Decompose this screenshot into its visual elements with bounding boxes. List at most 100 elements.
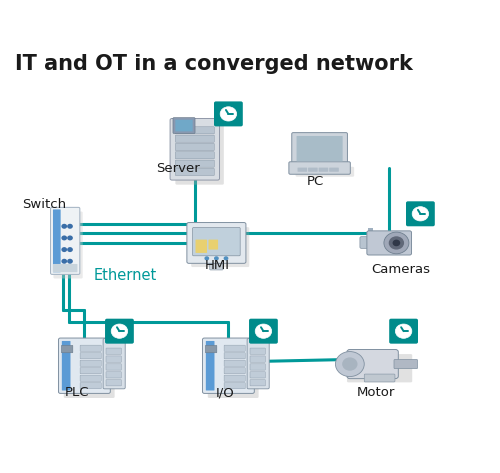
FancyBboxPatch shape (54, 211, 82, 279)
FancyBboxPatch shape (296, 167, 354, 177)
FancyBboxPatch shape (298, 167, 307, 172)
FancyBboxPatch shape (53, 264, 78, 272)
FancyBboxPatch shape (80, 375, 101, 381)
FancyBboxPatch shape (308, 167, 318, 172)
FancyBboxPatch shape (106, 364, 122, 370)
FancyBboxPatch shape (389, 319, 418, 344)
FancyBboxPatch shape (250, 356, 266, 362)
FancyBboxPatch shape (105, 319, 134, 344)
Circle shape (204, 256, 209, 261)
FancyBboxPatch shape (364, 374, 395, 382)
FancyBboxPatch shape (224, 375, 245, 381)
Circle shape (67, 247, 73, 252)
FancyBboxPatch shape (80, 352, 101, 359)
FancyBboxPatch shape (176, 135, 214, 142)
Circle shape (384, 232, 409, 254)
Circle shape (214, 256, 219, 261)
Circle shape (111, 324, 128, 338)
Text: Server: Server (156, 162, 200, 175)
Text: Switch: Switch (22, 198, 66, 210)
FancyBboxPatch shape (176, 143, 214, 150)
FancyBboxPatch shape (202, 338, 254, 394)
FancyBboxPatch shape (106, 348, 122, 354)
Bar (368, 228, 373, 239)
FancyBboxPatch shape (196, 240, 207, 253)
FancyBboxPatch shape (80, 360, 101, 367)
Text: Ethernet: Ethernet (94, 268, 157, 283)
FancyBboxPatch shape (296, 136, 343, 161)
Text: IT and OT in a converged network: IT and OT in a converged network (15, 53, 412, 73)
FancyBboxPatch shape (214, 101, 243, 126)
FancyBboxPatch shape (206, 345, 217, 353)
Circle shape (392, 240, 400, 246)
FancyBboxPatch shape (394, 359, 417, 368)
Circle shape (220, 107, 236, 121)
FancyBboxPatch shape (250, 364, 266, 370)
FancyBboxPatch shape (176, 120, 192, 131)
Circle shape (412, 207, 428, 221)
FancyBboxPatch shape (292, 132, 348, 165)
Circle shape (67, 259, 73, 264)
FancyBboxPatch shape (250, 348, 266, 354)
FancyBboxPatch shape (318, 167, 328, 172)
Circle shape (62, 247, 67, 252)
FancyBboxPatch shape (329, 167, 339, 172)
FancyBboxPatch shape (347, 350, 399, 378)
FancyBboxPatch shape (289, 162, 350, 174)
Circle shape (255, 324, 272, 338)
FancyBboxPatch shape (176, 160, 214, 167)
FancyBboxPatch shape (224, 368, 245, 374)
FancyBboxPatch shape (50, 207, 80, 274)
FancyBboxPatch shape (170, 118, 220, 180)
FancyBboxPatch shape (224, 352, 245, 359)
FancyBboxPatch shape (176, 127, 214, 134)
FancyBboxPatch shape (406, 201, 435, 226)
Text: HMI: HMI (204, 259, 230, 272)
Circle shape (388, 236, 404, 250)
Circle shape (342, 358, 357, 371)
FancyBboxPatch shape (249, 319, 278, 344)
FancyBboxPatch shape (208, 240, 218, 250)
FancyBboxPatch shape (80, 345, 101, 351)
FancyBboxPatch shape (206, 341, 214, 391)
FancyBboxPatch shape (176, 168, 214, 175)
FancyBboxPatch shape (250, 380, 266, 386)
FancyBboxPatch shape (224, 383, 245, 389)
FancyBboxPatch shape (106, 356, 122, 362)
Text: Motor: Motor (356, 386, 395, 399)
Circle shape (396, 324, 412, 338)
FancyBboxPatch shape (106, 372, 122, 378)
Text: PLC: PLC (65, 386, 90, 399)
Circle shape (67, 224, 73, 229)
FancyBboxPatch shape (224, 345, 245, 351)
Circle shape (224, 256, 228, 261)
FancyBboxPatch shape (58, 338, 110, 394)
FancyBboxPatch shape (347, 354, 412, 382)
FancyBboxPatch shape (224, 360, 245, 367)
FancyBboxPatch shape (367, 231, 412, 255)
FancyBboxPatch shape (173, 118, 195, 133)
Circle shape (67, 236, 73, 240)
Circle shape (62, 224, 67, 229)
Circle shape (62, 259, 67, 264)
FancyBboxPatch shape (62, 345, 73, 353)
FancyBboxPatch shape (360, 236, 374, 248)
FancyBboxPatch shape (53, 210, 60, 272)
FancyBboxPatch shape (106, 380, 122, 386)
FancyBboxPatch shape (191, 227, 250, 267)
Text: I/O: I/O (216, 386, 234, 399)
FancyBboxPatch shape (176, 124, 224, 184)
FancyBboxPatch shape (210, 260, 223, 270)
FancyBboxPatch shape (208, 343, 258, 398)
FancyBboxPatch shape (80, 368, 101, 374)
FancyBboxPatch shape (80, 383, 101, 389)
FancyBboxPatch shape (187, 222, 246, 263)
FancyBboxPatch shape (192, 228, 240, 256)
FancyBboxPatch shape (64, 343, 114, 398)
Text: PC: PC (306, 175, 324, 188)
FancyBboxPatch shape (62, 341, 70, 391)
FancyBboxPatch shape (176, 152, 214, 159)
Text: Cameras: Cameras (371, 263, 430, 276)
Circle shape (62, 236, 67, 240)
FancyBboxPatch shape (247, 339, 269, 389)
